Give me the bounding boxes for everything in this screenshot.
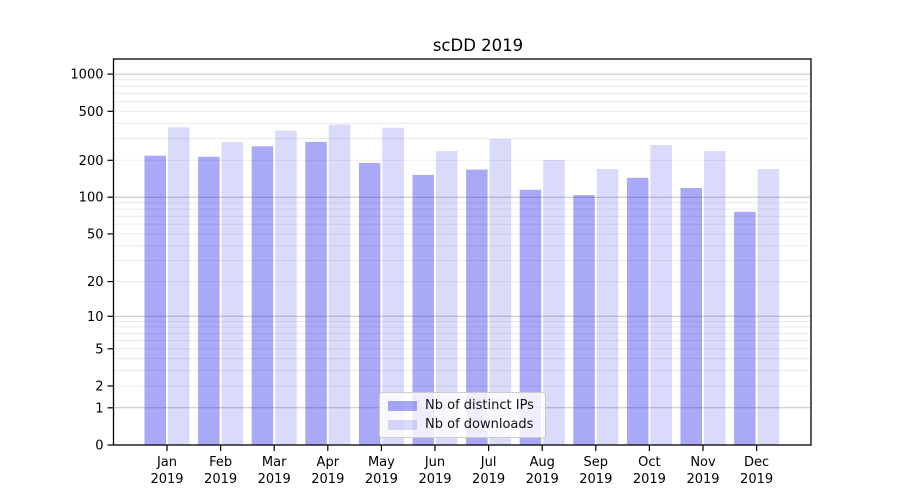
bar-ips-6 — [466, 169, 488, 445]
bar-downloads-2 — [275, 130, 297, 445]
x-tick-label-year: 2019 — [258, 472, 291, 487]
bar-ips-8 — [573, 195, 595, 445]
y-tick-label: 5 — [95, 342, 103, 357]
x-tick-label-year: 2019 — [150, 472, 183, 487]
bar-downloads-8 — [596, 169, 619, 445]
x-tick-label-month: Aug — [530, 455, 555, 470]
bar-downloads-5 — [436, 151, 458, 445]
x-tick-label-month: Nov — [690, 455, 716, 470]
y-tick-label: 1 — [95, 401, 103, 416]
bar-ips-0 — [144, 155, 166, 445]
y-tick-label: 200 — [79, 154, 104, 169]
legend: Nb of distinct IPs Nb of downloads — [379, 392, 546, 438]
x-tick-label-year: 2019 — [204, 472, 237, 487]
x-tick-label-month: Sep — [584, 455, 609, 470]
bar-downloads-3 — [328, 124, 351, 445]
x-tick-label-year: 2019 — [472, 472, 505, 487]
y-tick-label: 50 — [87, 227, 104, 242]
y-tick-label: 500 — [79, 105, 104, 120]
y-tick-label: 2 — [95, 380, 103, 395]
x-tick-label-year: 2019 — [311, 472, 344, 487]
legend-item-distinct-ips: Nb of distinct IPs — [388, 398, 537, 413]
y-tick-label: 10 — [87, 310, 104, 325]
bar-downloads-6 — [489, 139, 512, 445]
y-tick-label: 1000 — [70, 68, 103, 83]
x-tick-label-month: Jan — [156, 455, 177, 470]
x-tick-label-month: Jun — [424, 455, 445, 470]
bar-ips-9 — [626, 177, 649, 446]
bar-ips-4 — [358, 163, 381, 445]
bar-ips-11 — [734, 211, 756, 445]
bar-downloads-9 — [650, 145, 672, 445]
bar-downloads-1 — [221, 142, 244, 445]
x-tick-label-month: Apr — [317, 455, 340, 470]
x-tick-label-year: 2019 — [526, 472, 559, 487]
y-tick-label: 0 — [95, 439, 103, 454]
x-tick-label-year: 2019 — [418, 472, 451, 487]
bar-ips-2 — [251, 146, 274, 446]
bar-downloads-4 — [382, 127, 404, 445]
x-tick-label-month: Oct — [638, 455, 660, 470]
bar-downloads-7 — [543, 160, 565, 445]
legend-item-downloads: Nb of downloads — [388, 417, 537, 432]
y-tick-label: 100 — [79, 191, 104, 206]
legend-swatch-distinct-ips-icon — [388, 400, 417, 411]
bar-ips-10 — [680, 188, 702, 445]
chart-title: scDD 2019 — [432, 36, 524, 55]
x-tick-label-year: 2019 — [633, 472, 666, 487]
x-tick-label-year: 2019 — [579, 472, 612, 487]
y-tick-label: 20 — [87, 275, 104, 290]
bar-ips-7 — [519, 189, 542, 445]
legend-label-downloads: Nb of downloads — [425, 417, 534, 432]
bar-ips-3 — [305, 141, 327, 445]
bar-downloads-10 — [704, 151, 726, 445]
x-tick-label-month: Dec — [744, 455, 769, 470]
bar-ips-5 — [412, 174, 434, 445]
bar-ips-1 — [198, 156, 220, 445]
bar-downloads-11 — [757, 169, 780, 445]
x-tick-label-month: Jul — [480, 455, 497, 470]
x-tick-label-year: 2019 — [740, 472, 773, 487]
axis-frame — [112, 58, 812, 446]
x-tick-label-month: Feb — [209, 455, 232, 470]
legend-swatch-downloads-icon — [388, 419, 417, 430]
legend-label-distinct-ips: Nb of distinct IPs — [425, 398, 534, 413]
x-tick-label-year: 2019 — [686, 472, 719, 487]
x-tick-label-month: Mar — [262, 455, 287, 470]
x-tick-label-month: May — [368, 455, 395, 470]
x-tick-label-year: 2019 — [365, 472, 398, 487]
bar-downloads-0 — [168, 127, 190, 446]
